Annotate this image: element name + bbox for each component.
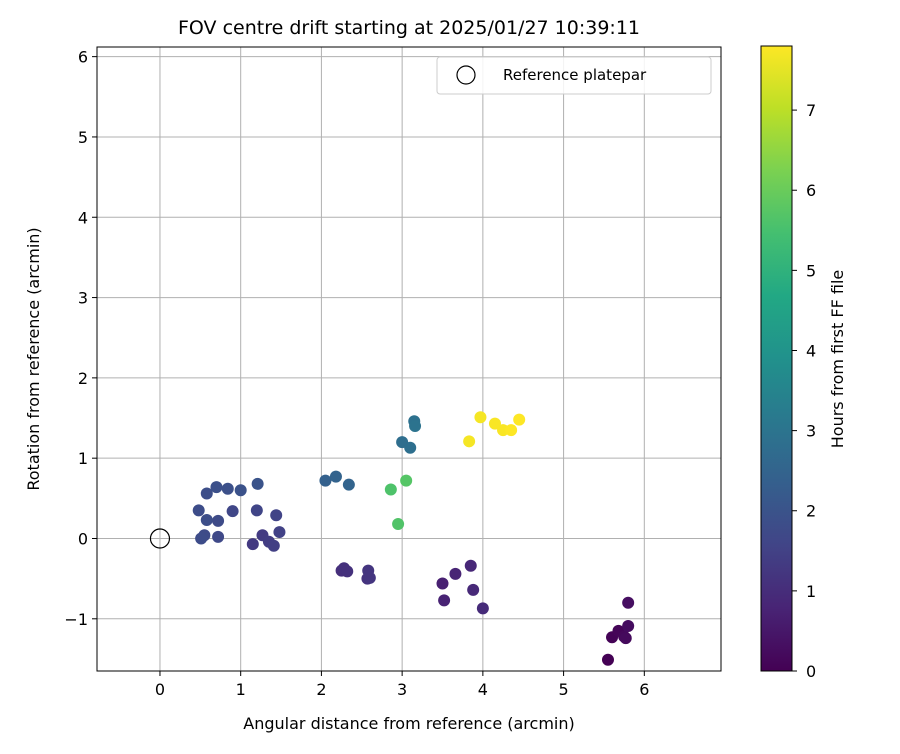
data-point [210, 481, 223, 494]
legend-box [436, 56, 712, 95]
reference-point [149, 528, 171, 549]
colorbar-tick-label: 5 [806, 261, 816, 280]
data-point [436, 577, 449, 590]
colorbar-tick-label: 6 [806, 181, 816, 200]
data-point [362, 564, 375, 577]
data-point [246, 538, 259, 551]
data-point [192, 504, 205, 517]
data-point [342, 478, 355, 491]
colorbar-tick-label: 2 [806, 502, 816, 521]
colorbar [760, 45, 793, 672]
colorbar-tick-label: 7 [806, 101, 816, 120]
data-point [622, 596, 635, 609]
y-tick-label: 5 [78, 128, 88, 147]
x-tick-label: 5 [558, 680, 568, 699]
data-point [464, 559, 477, 572]
data-point [601, 653, 614, 666]
colorbar-tick-label: 0 [806, 662, 816, 681]
x-tick-label: 0 [155, 680, 165, 699]
y-tick-label: 6 [78, 48, 88, 67]
legend-label: Reference platepar [503, 66, 647, 84]
data-point [329, 470, 342, 483]
data-point [200, 514, 213, 527]
data-point [622, 620, 635, 633]
data-point [474, 411, 487, 424]
data-point [400, 474, 413, 487]
data-point [467, 583, 480, 596]
data-point [195, 532, 208, 545]
x-tick-label: 2 [316, 680, 326, 699]
x-tick-label: 1 [236, 680, 246, 699]
y-tick-label: −1 [64, 610, 88, 629]
y-axis-label: Rotation from reference (arcmin) [24, 227, 43, 490]
data-point [404, 441, 417, 454]
y-tick-label: 0 [78, 529, 88, 548]
data-point [251, 477, 264, 490]
data-point [200, 487, 213, 500]
data-point [250, 504, 263, 517]
data-point [619, 632, 632, 645]
colorbar-tick-label: 1 [806, 582, 816, 601]
data-point [409, 420, 422, 433]
x-tick-label: 6 [639, 680, 649, 699]
grid [97, 47, 721, 671]
scatter-points [192, 411, 635, 666]
legend: Reference platepar [436, 56, 712, 95]
data-point [267, 539, 280, 552]
colorbar-tick-label: 3 [806, 422, 816, 441]
data-point [234, 484, 247, 497]
data-point [319, 474, 332, 487]
colorbar-label: Hours from first FF file [828, 270, 847, 449]
data-point [226, 505, 239, 518]
data-point [476, 602, 489, 615]
y-tick-label: 3 [78, 289, 88, 308]
chart-title: FOV centre drift starting at 2025/01/27 … [178, 17, 640, 39]
data-point [273, 526, 286, 539]
data-point [449, 567, 462, 580]
data-point [341, 565, 354, 578]
data-point [212, 530, 225, 543]
data-point [212, 514, 225, 527]
x-tick-label: 3 [397, 680, 407, 699]
plot-area-frame [96, 46, 722, 672]
colorbar-tick-label: 4 [806, 341, 816, 360]
data-point [513, 413, 526, 426]
data-point [488, 417, 501, 430]
data-point [463, 435, 476, 448]
x-axis-ticks: 0 1 2 3 4 5 6 [155, 671, 649, 699]
data-point [384, 483, 397, 496]
y-tick-label: 4 [78, 208, 88, 227]
data-point [392, 518, 405, 531]
data-point [505, 424, 518, 437]
y-tick-label: 1 [78, 449, 88, 468]
reference-platepar-marker [149, 528, 171, 549]
data-point [221, 482, 234, 495]
data-point [438, 594, 451, 607]
y-axis-ticks: −1 0 1 2 3 4 5 6 [64, 48, 97, 629]
data-point [270, 509, 283, 522]
legend-marker-open-circle [456, 65, 476, 85]
colorbar-ticks: 0 1 2 3 4 5 6 7 [792, 101, 816, 681]
y-tick-label: 2 [78, 369, 88, 388]
x-axis-label: Angular distance from reference (arcmin) [243, 714, 574, 733]
x-tick-label: 4 [478, 680, 488, 699]
